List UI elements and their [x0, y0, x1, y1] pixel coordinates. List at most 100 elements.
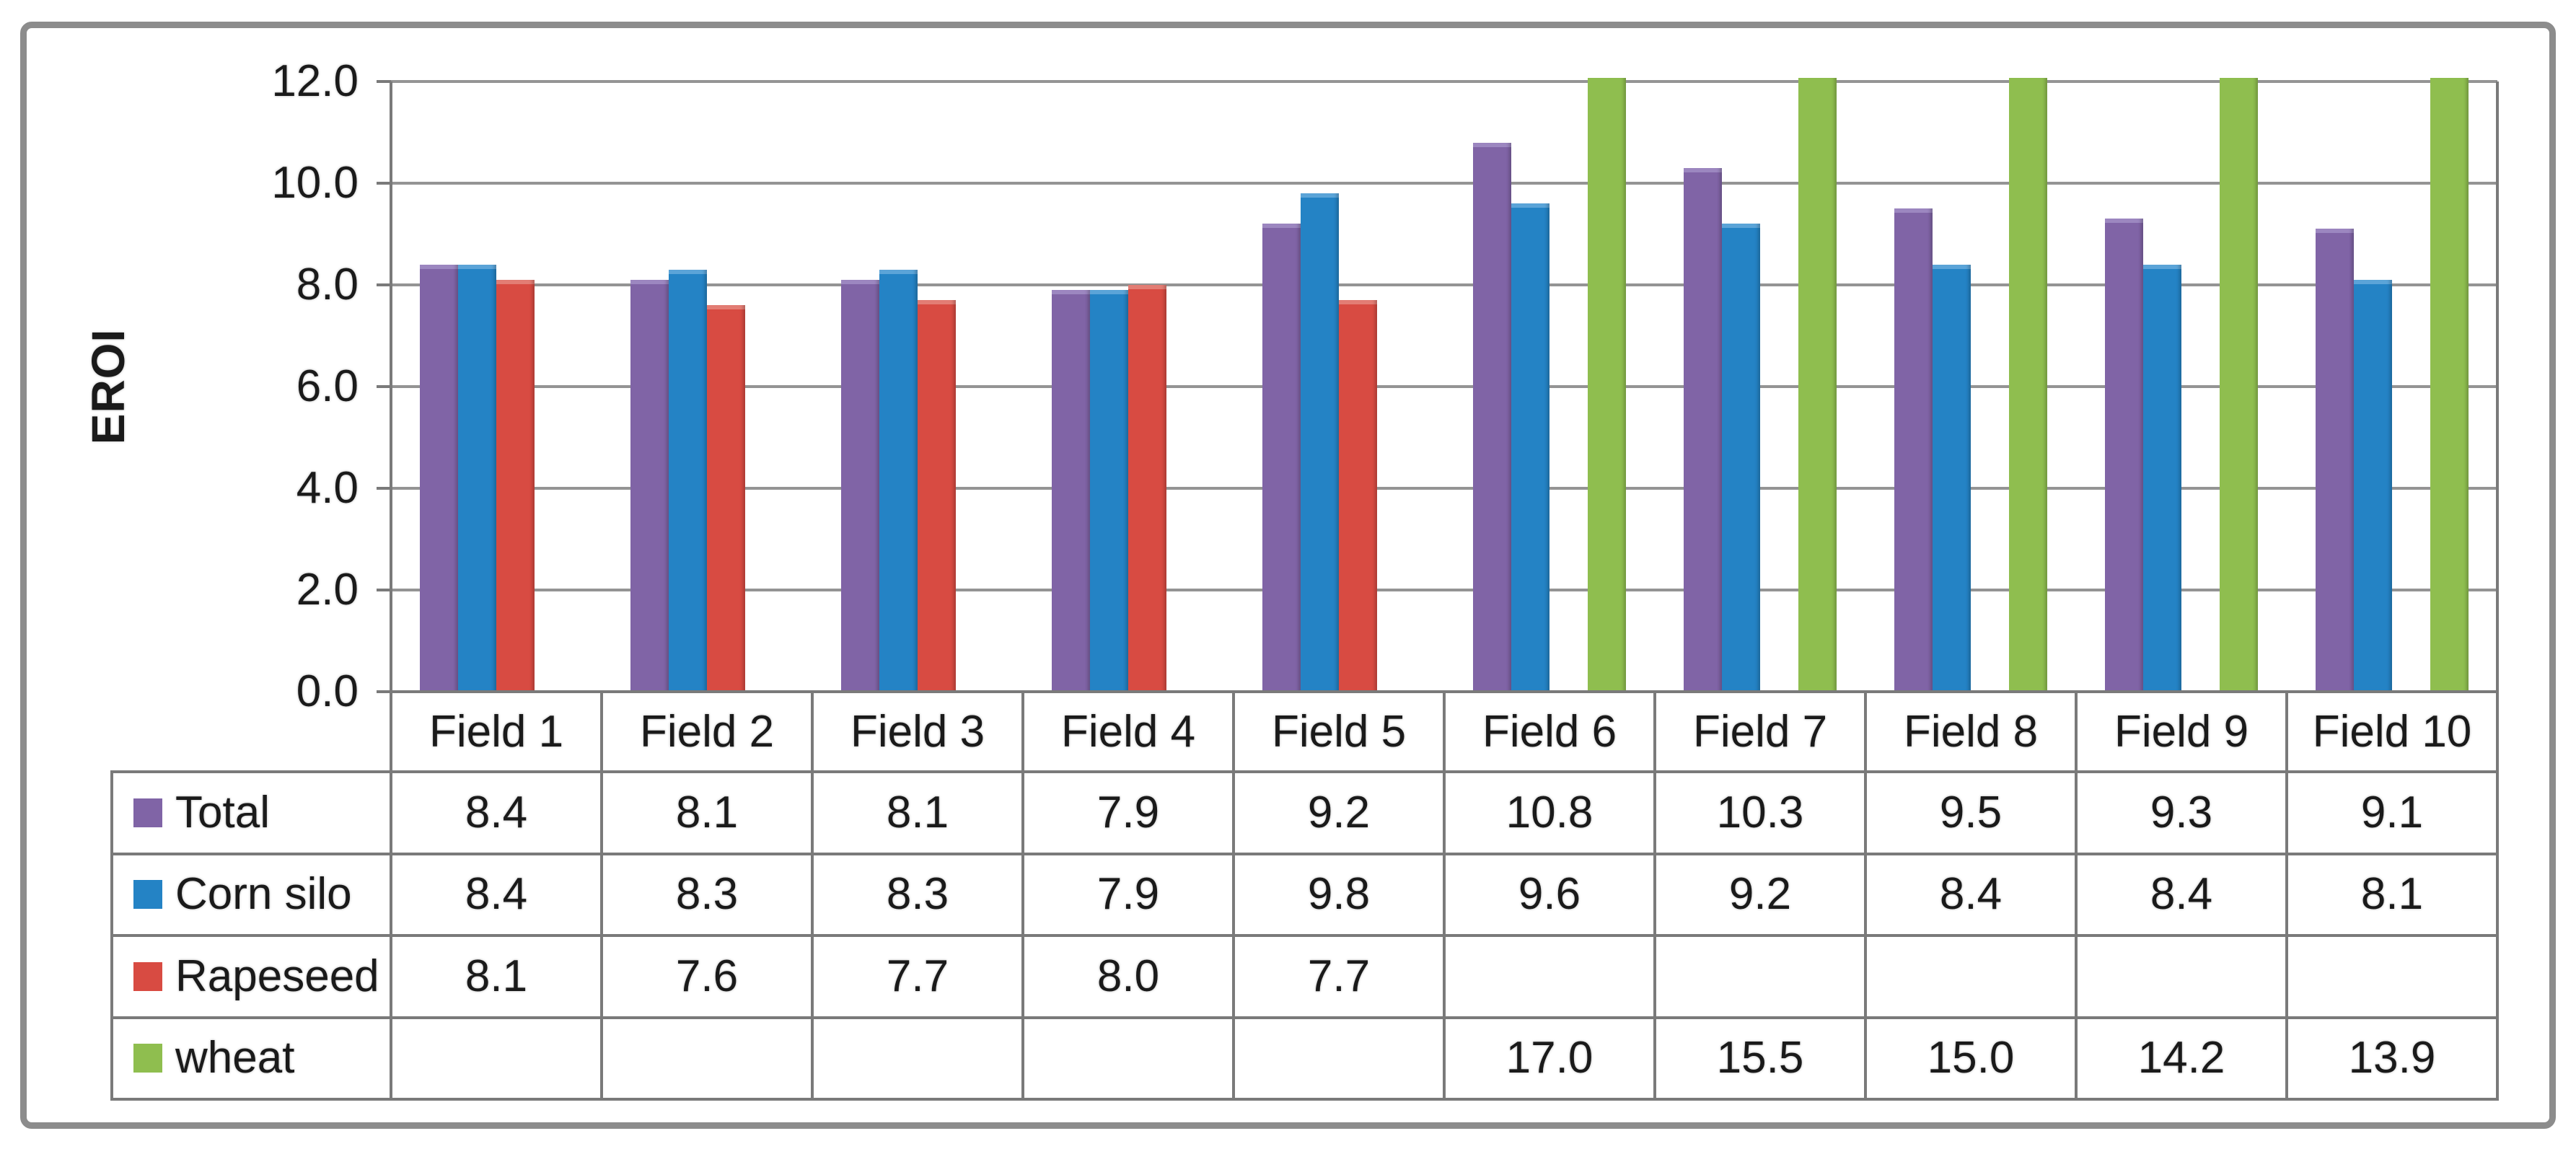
- table-value-cell: 9.2: [1307, 787, 1371, 837]
- y-axis-tick: [377, 385, 391, 388]
- legend-label: Corn silo: [175, 869, 352, 920]
- category-label: Field 4: [1060, 706, 1196, 757]
- y-tick-label: 8.0: [296, 260, 359, 309]
- gridline: [391, 283, 2497, 286]
- legend-label: Rapeseed: [175, 951, 379, 1001]
- y-axis-tick: [377, 182, 391, 185]
- table-value-cell: 8.4: [1939, 869, 2003, 920]
- bar-wheat: [2009, 78, 2047, 692]
- table-column-border: [1021, 692, 1024, 1099]
- table-value-cell: 15.5: [1716, 1033, 1804, 1083]
- bar-wheat: [2220, 78, 2258, 692]
- y-axis-tick: [377, 487, 391, 490]
- category-label: Field 7: [1692, 706, 1828, 757]
- table-value-cell: 7.7: [886, 951, 949, 1001]
- category-label: Field 3: [850, 706, 985, 757]
- gridline: [391, 385, 2497, 388]
- y-axis-tick: [377, 690, 391, 693]
- table-value-cell: 14.2: [2137, 1033, 2225, 1083]
- table-column-border: [1653, 692, 1656, 1099]
- table-column-border: [1232, 692, 1235, 1099]
- category-label: Field 6: [1482, 706, 1617, 757]
- table-row-divider: [110, 852, 2499, 855]
- bar-rapeseed: [1128, 285, 1166, 692]
- table-column-border: [2496, 692, 2499, 1099]
- y-tick-label: 6.0: [296, 361, 359, 411]
- bar-corn-silo: [1722, 224, 1760, 692]
- table-value-cell: 8.4: [465, 869, 528, 920]
- table-column-border: [2285, 692, 2288, 1099]
- bar-rapeseed: [707, 305, 745, 692]
- bar-total: [1473, 142, 1511, 692]
- legend-swatch-wheat: [133, 1044, 162, 1073]
- table-value-cell: 7.6: [675, 951, 739, 1001]
- table-value-cell: 9.3: [2150, 787, 2213, 837]
- table-top-border: [110, 770, 2499, 773]
- table-value-cell: [602, 1018, 812, 1100]
- table-value-cell: 10.8: [1505, 787, 1593, 837]
- table-value-cell: 7.9: [1096, 869, 1160, 920]
- gridline: [391, 182, 2497, 185]
- table-row-divider: [110, 934, 2499, 937]
- table-value-cell: 8.1: [675, 787, 739, 837]
- bar-rapeseed: [1339, 300, 1377, 692]
- table-value-cell: 9.5: [1939, 787, 2003, 837]
- legend-cell: Corn silo: [112, 854, 391, 936]
- table-value-cell: 8.4: [465, 787, 528, 837]
- table-value-cell: 8.1: [2360, 869, 2424, 920]
- table-bottom-border: [110, 1098, 2499, 1101]
- y-axis-title: EROI: [82, 328, 134, 445]
- legend-cell: wheat: [112, 1018, 391, 1100]
- legend-swatch-rapeseed: [133, 961, 162, 991]
- category-label: Field 2: [639, 706, 775, 757]
- table-column-border: [600, 692, 603, 1099]
- bar-corn-silo: [669, 269, 707, 692]
- table-value-cell: [1865, 936, 2076, 1018]
- table-value-cell: 8.1: [886, 787, 949, 837]
- plot-right-border: [2496, 82, 2499, 692]
- table-value-cell: 7.9: [1096, 787, 1160, 837]
- legend-label: wheat: [175, 1033, 295, 1083]
- category-label: Field 1: [428, 706, 564, 757]
- gridline: [391, 589, 2497, 591]
- bar-corn-silo: [1933, 264, 1971, 692]
- table-value-cell: [1655, 936, 1865, 1018]
- bar-corn-silo: [1511, 203, 1549, 692]
- table-column-border: [811, 692, 814, 1099]
- bar-corn-silo: [458, 264, 496, 692]
- category-label: Field 10: [2312, 706, 2472, 757]
- legend-swatch-total: [133, 798, 162, 827]
- table-value-cell: 8.3: [886, 869, 949, 920]
- bar-total: [1894, 208, 1933, 692]
- bar-total: [2105, 219, 2143, 692]
- bar-corn-silo: [2143, 264, 2181, 692]
- bar-corn-silo: [879, 269, 918, 692]
- bar-total: [1684, 167, 1722, 692]
- bar-total: [2316, 229, 2354, 692]
- gridline: [391, 487, 2497, 490]
- bar-rapeseed: [918, 300, 956, 692]
- bar-corn-silo: [1301, 193, 1339, 692]
- y-tick-label: 0.0: [296, 666, 359, 716]
- table-column-border: [2075, 692, 2078, 1099]
- category-label: Field 5: [1271, 706, 1407, 757]
- legend-cell: Rapeseed: [112, 936, 391, 1018]
- table-value-cell: 8.1: [465, 951, 528, 1001]
- y-tick-label: 12.0: [271, 56, 359, 106]
- y-tick-label: 10.0: [271, 158, 359, 208]
- table-value-cell: 8.4: [2150, 869, 2213, 920]
- table-column-border: [1443, 692, 1446, 1099]
- table-value-cell: [1234, 1018, 1444, 1100]
- table-value-cell: 7.7: [1307, 951, 1371, 1001]
- bar-wheat: [1588, 78, 1626, 692]
- y-axis-tick: [377, 283, 391, 286]
- table-value-cell: 17.0: [1505, 1033, 1593, 1083]
- bar-total: [630, 279, 669, 692]
- table-value-cell: 8.3: [675, 869, 739, 920]
- table-value-cell: 8.0: [1096, 951, 1160, 1001]
- table-column-border: [390, 692, 392, 1099]
- table-value-cell: [1023, 1018, 1234, 1100]
- bar-total: [420, 264, 458, 692]
- bar-corn-silo: [2354, 279, 2392, 692]
- y-tick-label: 4.0: [296, 463, 359, 513]
